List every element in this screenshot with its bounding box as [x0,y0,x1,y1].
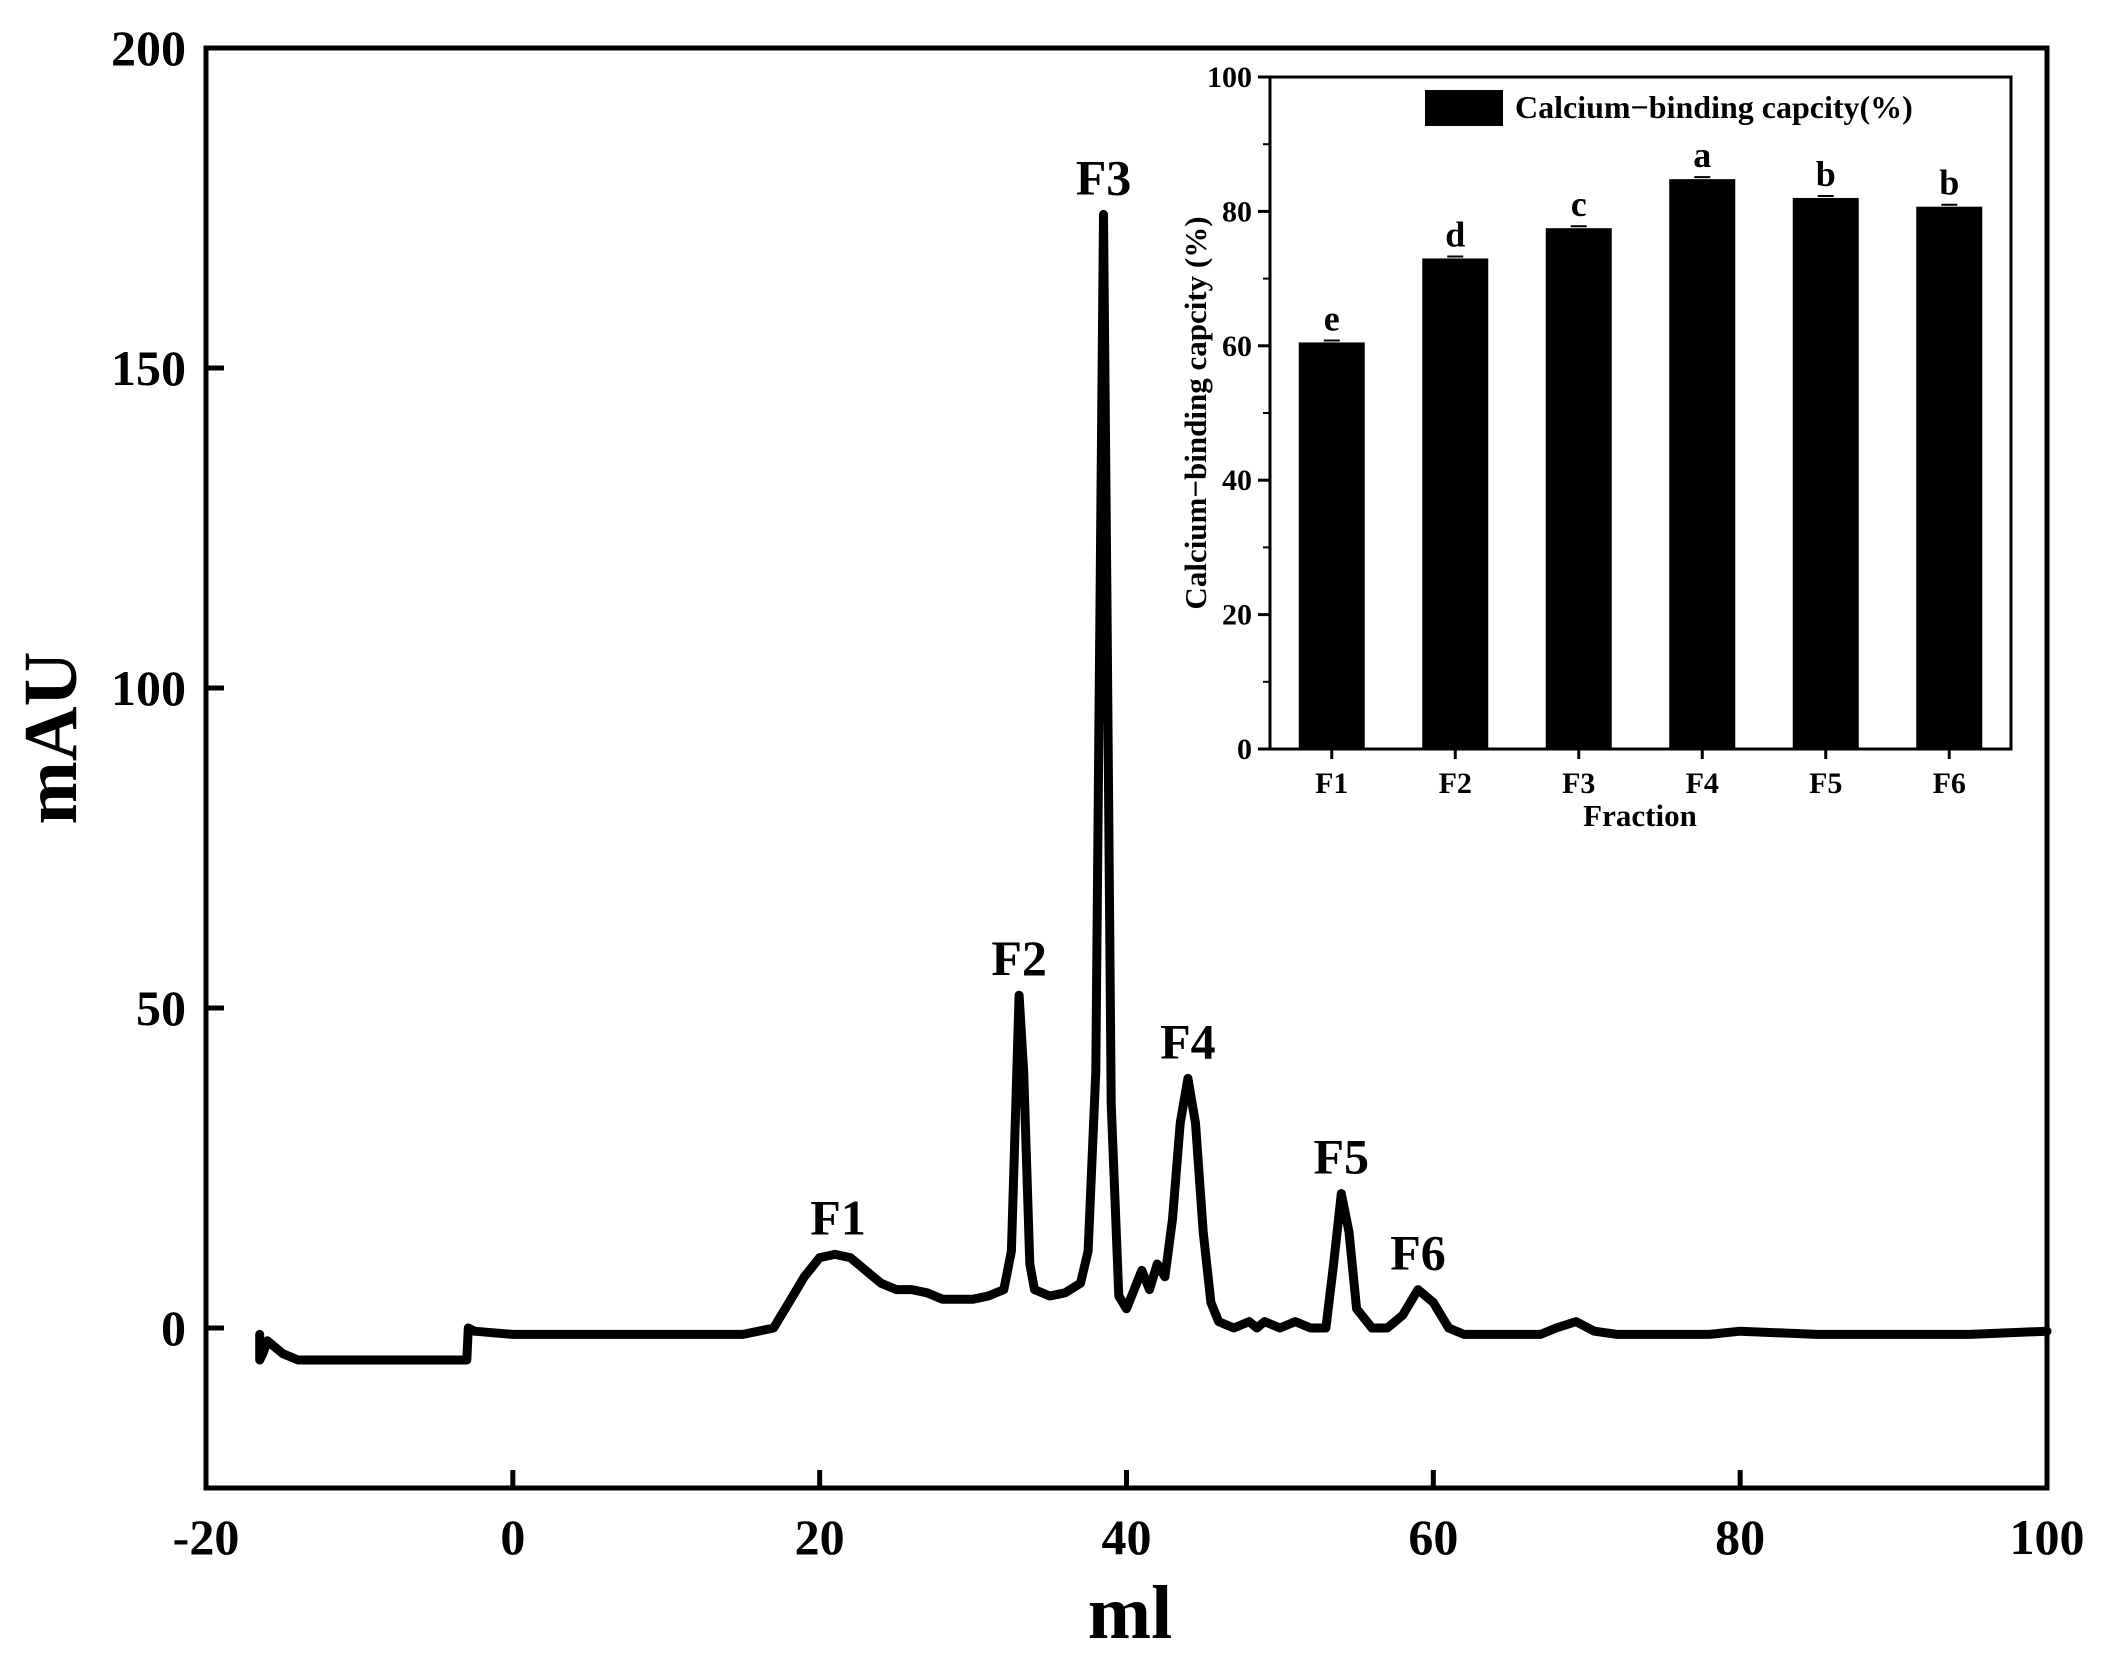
main-x-tick-label: 40 [1102,1509,1152,1565]
chromatogram-line [255,209,2052,1365]
inset-y-tick-label: 100 [1207,61,1252,94]
inset-x-tick-label: F3 [1562,767,1595,800]
peak-label: F6 [1390,1225,1446,1281]
main-y-tick-label: 0 [161,1300,186,1356]
inset-x-tick-label: F1 [1315,767,1348,800]
main-x-tick-label: 100 [2010,1509,2085,1565]
calcium-binding-bar [1545,228,1612,749]
inset-y-tick-label: 80 [1222,195,1252,228]
peak-label: F4 [1160,1013,1216,1069]
calcium-binding-bar [1669,179,1736,750]
significance-letter: c [1571,184,1587,224]
inset-x-axis: F1 F2 F3 F4 F5 F6 [1315,749,1966,800]
peak-label: F5 [1314,1129,1370,1185]
significance-letter: b [1816,154,1836,194]
inset-y-tick-label: 0 [1237,733,1252,766]
inset-x-axis-title: Fraction [1583,798,1697,833]
main-y-axis: 0 50 100 150 200 [111,20,224,1356]
main-y-tick-label: 150 [111,340,186,396]
significance-letter: e [1324,298,1340,338]
main-x-tick-label: 80 [1715,1509,1765,1565]
legend-label: Calcium−binding capcity(%) [1515,89,1913,125]
inset-bars: e d c a b b [1298,135,1983,750]
calcium-binding-bar [1792,197,1859,749]
inset-y-tick-label: 40 [1222,464,1252,497]
calcium-binding-bar [1916,206,1983,750]
main-x-tick-label: 20 [795,1509,845,1565]
main-x-tick-label: -20 [173,1509,240,1565]
inset-y-axis-title: Calcium−binding capcity (%) [1178,216,1213,609]
inset-x-tick-label: F2 [1439,767,1472,800]
main-x-axis: -20 0 20 40 60 80 100 [173,1470,2085,1565]
significance-letter: a [1693,135,1711,175]
significance-letter: b [1939,163,1959,203]
inset-plot-frame [1268,75,2013,751]
inset-x-tick-label: F4 [1686,767,1719,800]
inset-y-tick-label: 60 [1222,330,1252,363]
inset-y-axis: 0 20 40 60 80 100 [1207,61,1270,766]
legend-swatch [1425,90,1503,126]
main-y-tick-label: 200 [111,20,186,76]
main-y-axis-title: mAU [9,651,93,824]
main-y-tick-label: 100 [111,660,186,716]
calcium-binding-bar [1422,258,1489,749]
peak-label: F2 [991,930,1047,986]
peak-labels: F1 F2 F3 F4 F5 F6 [810,149,1445,1280]
inset-y-tick-label: 20 [1222,599,1252,632]
calcium-binding-bar [1298,342,1365,749]
peak-label: F3 [1076,149,1132,205]
significance-letter: d [1445,214,1465,254]
inset-x-tick-label: F6 [1933,767,1966,800]
peak-label: F1 [810,1189,866,1245]
main-x-axis-title: ml [1088,1571,1172,1653]
main-y-tick-label: 50 [136,980,186,1036]
main-x-tick-label: 0 [500,1509,525,1565]
main-x-tick-label: 60 [1408,1509,1458,1565]
inset-x-tick-label: F5 [1809,767,1842,800]
